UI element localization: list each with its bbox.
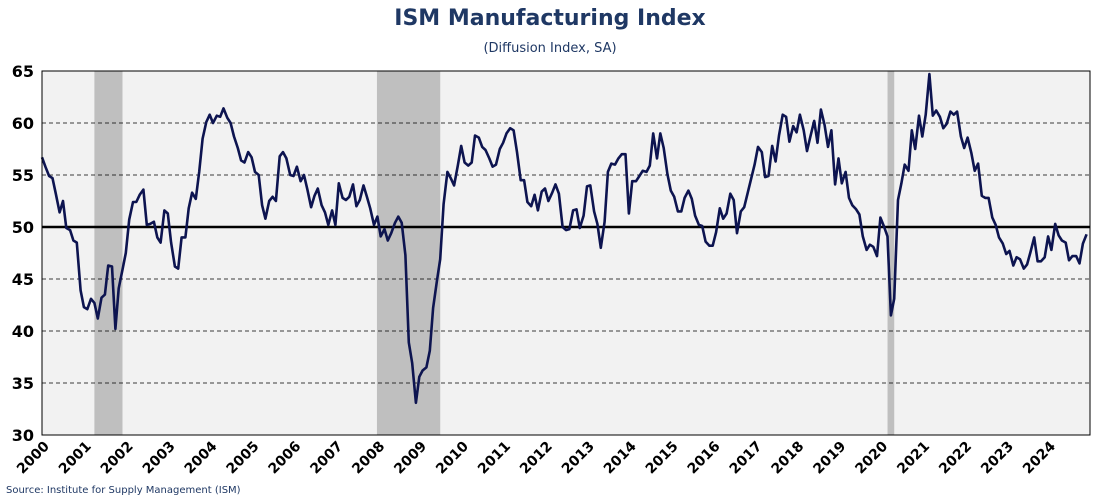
x-tick-label: 2022 [936,439,975,478]
x-tick-label: 2024 [1020,438,1059,477]
x-tick-label: 2006 [265,439,304,478]
x-tick-label: 2009 [391,439,430,478]
x-tick-label: 2015 [643,439,682,478]
x-tick-label: 2003 [140,439,179,478]
ism-index-line [40,72,1088,405]
x-tick-label: 2017 [727,439,766,478]
x-tick-label: 2016 [685,439,724,478]
y-tick-label: 40 [12,322,34,341]
plot-background [42,71,1090,435]
x-tick-label: 2004 [182,438,221,477]
x-axis: 2000 2001 2002 2003 2004 2005 2006 2007 2008 2009… [14,438,1059,477]
x-tick-label: 2020 [852,438,891,477]
x-tick-label: 2013 [559,439,598,478]
plot-border [41,70,1091,436]
y-tick-label: 65 [12,62,34,81]
recession-band-3 [887,71,895,435]
x-tick-label: 2005 [224,439,263,478]
chart-title: ISM Manufacturing Index [394,6,706,31]
chart-subtitle: (Diffusion Index, SA) [483,41,617,56]
x-tick-label: 2019 [810,439,849,478]
y-tick-label: 50 [12,218,34,237]
y-tick-label: 30 [12,426,34,445]
recession-shading [94,71,895,435]
x-tick-label: 2011 [475,439,514,478]
x-tick-label: 2021 [894,439,933,478]
recession-band-1 [94,71,123,435]
x-tick-label: 2023 [978,439,1017,478]
x-tick-label: 2014 [601,438,640,477]
x-tick-label: 2018 [769,439,808,478]
x-tick-label: 2007 [307,439,346,478]
y-tick-label: 55 [12,166,34,185]
recession-band-2 [376,71,441,435]
x-tick-label: 2002 [98,439,137,478]
x-tick-label: 2001 [56,439,95,478]
y-tick-label: 35 [12,374,34,393]
x-tick-label: 2008 [349,439,388,478]
y-tick-label: 45 [12,270,34,289]
y-tick-label: 60 [12,114,34,133]
x-tick-label: 2012 [517,439,556,478]
y-axis: 30 35 40 45 50 55 60 65 [12,62,34,445]
x-tick-label: 2010 [433,438,472,477]
source-note: Source: Institute for Supply Management … [6,485,241,496]
